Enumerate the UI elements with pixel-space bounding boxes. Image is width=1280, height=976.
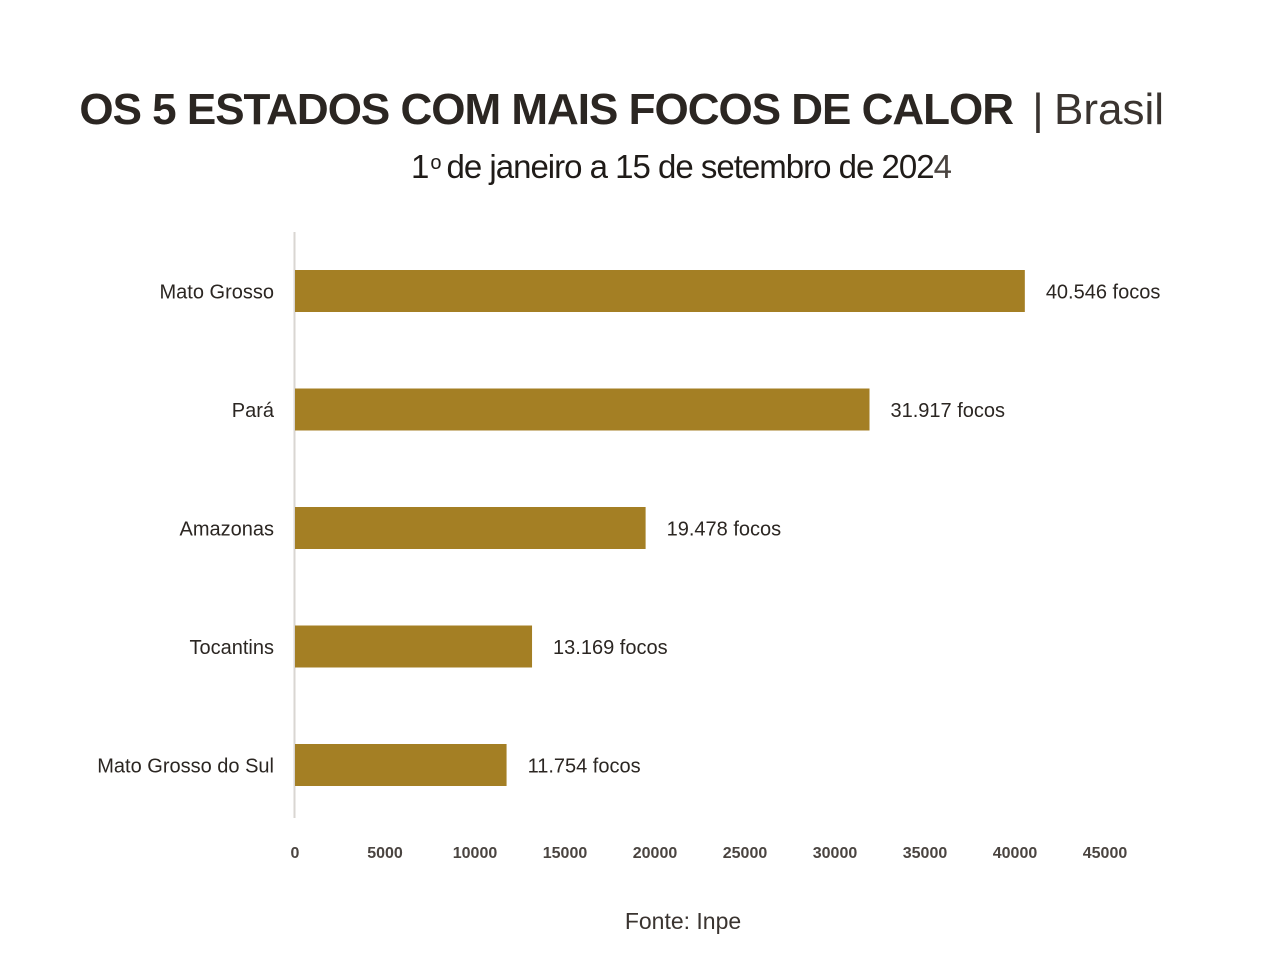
- x-tick-label: 30000: [813, 845, 858, 862]
- bar: [295, 507, 646, 549]
- data-label: 13.169 focos: [553, 637, 668, 659]
- category-label: Pará: [232, 400, 275, 422]
- subtitle-day: 1: [411, 148, 429, 185]
- chart-subtitle: 1 o de janeiro a 15 de setembro de 2024: [0, 140, 1280, 190]
- data-label: 19.478 focos: [667, 518, 782, 540]
- x-tick-label: 20000: [633, 845, 678, 862]
- category-label: Tocantins: [190, 637, 275, 659]
- data-label: 31.917 focos: [891, 400, 1006, 422]
- x-tick-label: 10000: [453, 845, 498, 862]
- data-label: 40.546 focos: [1046, 281, 1161, 303]
- x-tick-label: 15000: [543, 845, 588, 862]
- x-tick-label: 40000: [993, 845, 1038, 862]
- subtitle-text: de janeiro a 15 de setembro de 202: [446, 148, 935, 185]
- chart-title-separator: |: [1032, 85, 1043, 134]
- x-tick-label: 0: [291, 845, 300, 862]
- subtitle-ordinal: o: [430, 152, 441, 174]
- category-label: Mato Grosso: [160, 281, 274, 303]
- bar: [295, 625, 533, 668]
- chart-title: OS 5 ESTADOS COM MAIS FOCOS DE CALOR | B…: [79, 82, 1164, 138]
- source-note: Fonte: Inpe: [624, 908, 742, 934]
- category-label: Mato Grosso do Sul: [97, 755, 274, 777]
- data-label: 11.754 focos: [528, 755, 641, 777]
- category-label: Amazonas: [180, 518, 275, 540]
- bar: [295, 388, 870, 431]
- subtitle-year-tail: 4: [933, 148, 952, 185]
- x-tick-label: 5000: [367, 845, 403, 862]
- bar: [295, 744, 507, 786]
- x-tick-label: 35000: [903, 845, 948, 862]
- bar: [295, 270, 1025, 312]
- x-tick-label: 45000: [1083, 845, 1128, 862]
- x-tick-label: 25000: [723, 845, 768, 862]
- chart-title-main: OS 5 ESTADOS COM MAIS FOCOS DE CALOR: [79, 85, 1014, 134]
- chart-title-region: Brasil: [1053, 85, 1164, 134]
